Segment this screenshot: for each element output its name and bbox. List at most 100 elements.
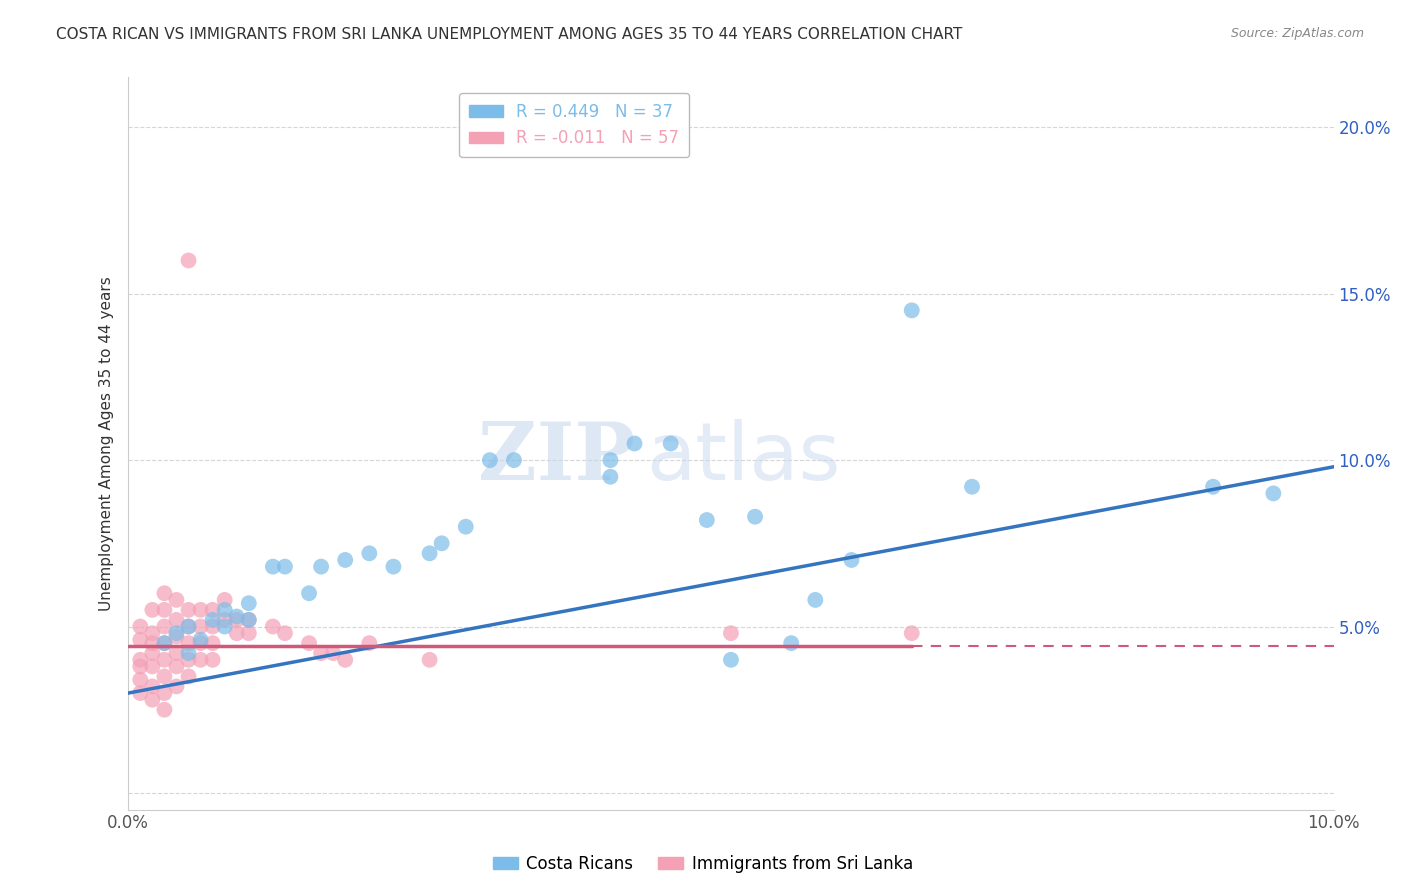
Point	[201, 636, 224, 650]
Point	[129, 673, 152, 687]
Point	[129, 659, 152, 673]
Point	[298, 636, 321, 650]
Point	[274, 626, 297, 640]
Point	[141, 603, 163, 617]
Point	[129, 632, 152, 647]
Point	[177, 636, 200, 650]
Point	[153, 603, 176, 617]
Point	[744, 509, 766, 524]
Point	[129, 686, 152, 700]
Point	[720, 653, 742, 667]
Point	[166, 613, 188, 627]
Point	[238, 626, 260, 640]
Point	[238, 613, 260, 627]
Text: atlas: atlas	[647, 419, 841, 497]
Point	[141, 636, 163, 650]
Point	[659, 436, 682, 450]
Point	[1202, 480, 1225, 494]
Point	[262, 559, 284, 574]
Point	[238, 613, 260, 627]
Point	[141, 680, 163, 694]
Point	[166, 630, 188, 644]
Point	[309, 646, 332, 660]
Point	[141, 692, 163, 706]
Point	[166, 680, 188, 694]
Point	[225, 613, 247, 627]
Point	[225, 609, 247, 624]
Point	[141, 646, 163, 660]
Point	[153, 586, 176, 600]
Point	[335, 653, 357, 667]
Point	[214, 593, 236, 607]
Point	[190, 636, 212, 650]
Point	[298, 586, 321, 600]
Point	[900, 626, 922, 640]
Point	[201, 653, 224, 667]
Point	[900, 303, 922, 318]
Point	[454, 519, 477, 533]
Point	[322, 646, 344, 660]
Point	[166, 646, 188, 660]
Point	[382, 559, 405, 574]
Point	[153, 653, 176, 667]
Point	[177, 603, 200, 617]
Point	[599, 469, 621, 483]
Point	[190, 632, 212, 647]
Point	[274, 559, 297, 574]
Legend: R = 0.449   N = 37, R = -0.011   N = 57: R = 0.449 N = 37, R = -0.011 N = 57	[460, 93, 689, 157]
Point	[335, 553, 357, 567]
Point	[201, 613, 224, 627]
Point	[153, 686, 176, 700]
Point	[190, 653, 212, 667]
Point	[177, 669, 200, 683]
Legend: Costa Ricans, Immigrants from Sri Lanka: Costa Ricans, Immigrants from Sri Lanka	[486, 848, 920, 880]
Point	[430, 536, 453, 550]
Point	[153, 636, 176, 650]
Text: COSTA RICAN VS IMMIGRANTS FROM SRI LANKA UNEMPLOYMENT AMONG AGES 35 TO 44 YEARS : COSTA RICAN VS IMMIGRANTS FROM SRI LANKA…	[56, 27, 963, 42]
Point	[503, 453, 526, 467]
Point	[238, 596, 260, 610]
Point	[153, 619, 176, 633]
Point	[166, 626, 188, 640]
Point	[177, 646, 200, 660]
Point	[262, 619, 284, 633]
Point	[153, 636, 176, 650]
Point	[129, 619, 152, 633]
Point	[804, 593, 827, 607]
Point	[201, 603, 224, 617]
Point	[599, 453, 621, 467]
Point	[153, 703, 176, 717]
Point	[225, 626, 247, 640]
Point	[696, 513, 718, 527]
Text: ZIP: ZIP	[478, 419, 634, 497]
Point	[166, 659, 188, 673]
Point	[201, 619, 224, 633]
Y-axis label: Unemployment Among Ages 35 to 44 years: Unemployment Among Ages 35 to 44 years	[100, 277, 114, 611]
Point	[419, 653, 441, 667]
Point	[129, 653, 152, 667]
Point	[153, 669, 176, 683]
Point	[720, 626, 742, 640]
Point	[419, 546, 441, 560]
Point	[141, 626, 163, 640]
Point	[623, 436, 645, 450]
Point	[177, 253, 200, 268]
Point	[1263, 486, 1285, 500]
Point	[780, 636, 803, 650]
Point	[190, 619, 212, 633]
Point	[177, 619, 200, 633]
Point	[359, 636, 381, 650]
Point	[478, 453, 501, 467]
Point	[214, 603, 236, 617]
Point	[841, 553, 863, 567]
Point	[309, 559, 332, 574]
Point	[960, 480, 983, 494]
Point	[166, 593, 188, 607]
Point	[177, 619, 200, 633]
Point	[214, 619, 236, 633]
Point	[177, 653, 200, 667]
Point	[359, 546, 381, 560]
Point	[190, 603, 212, 617]
Point	[141, 659, 163, 673]
Point	[214, 613, 236, 627]
